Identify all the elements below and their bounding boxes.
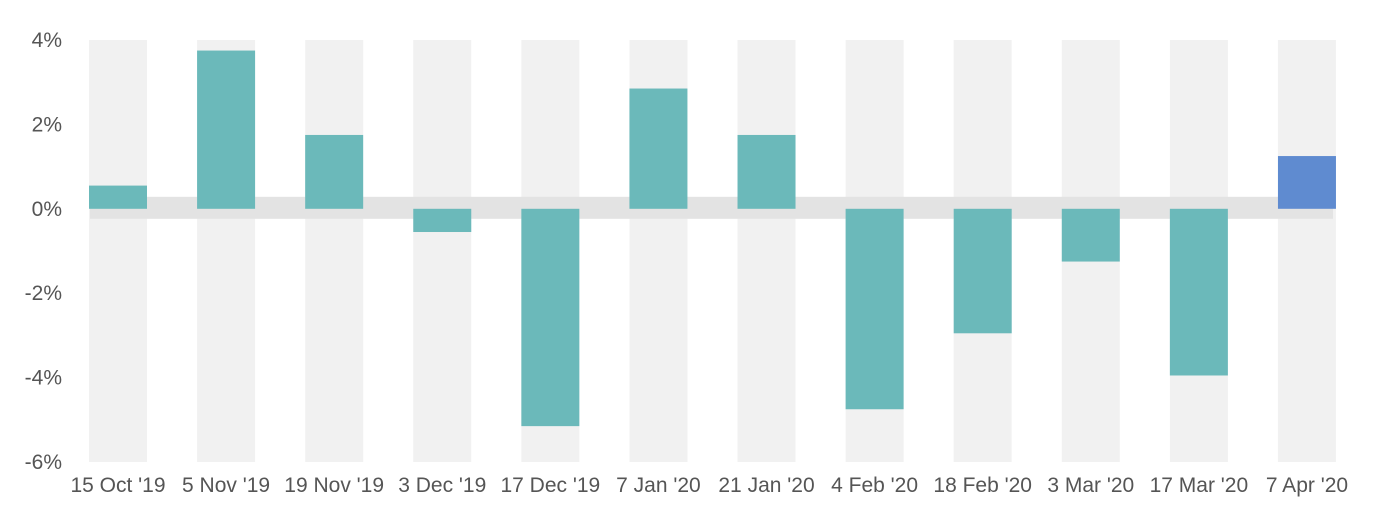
- x-tick-label: 17 Dec '19: [500, 474, 600, 497]
- y-tick-label: -6%: [25, 451, 62, 474]
- x-axis: 15 Oct '19 5 Nov '19 19 Nov '19 3 Dec '19 17…: [70, 474, 1348, 497]
- bar: [953, 208, 1012, 334]
- bar: [1277, 156, 1336, 209]
- bar: [845, 208, 904, 410]
- y-tick-label: 2%: [32, 113, 62, 136]
- column-band: [305, 40, 364, 462]
- x-tick-label: 21 Jan '20: [718, 474, 814, 497]
- bar: [737, 134, 796, 209]
- y-tick-label: -4%: [25, 367, 62, 390]
- bar: [521, 208, 580, 427]
- x-tick-label: 3 Mar '20: [1047, 474, 1134, 497]
- column-band: [1277, 40, 1336, 462]
- bar: [197, 50, 256, 209]
- column-band: [413, 40, 472, 462]
- column-band: [737, 40, 796, 462]
- bar: [1061, 208, 1120, 262]
- x-tick-label: 19 Nov '19: [284, 474, 384, 497]
- zero-band: [90, 196, 1333, 219]
- x-tick-label: 7 Apr '20: [1266, 474, 1348, 497]
- x-tick-label: 5 Nov '19: [182, 474, 270, 497]
- y-tick-label: 0%: [32, 198, 62, 221]
- column-band: [89, 40, 147, 462]
- bar: [305, 134, 364, 209]
- y-tick-label: 4%: [32, 29, 62, 52]
- x-tick-label: 17 Mar '20: [1150, 474, 1249, 497]
- bar: [629, 88, 688, 209]
- bars: [89, 50, 1336, 427]
- bar: [413, 208, 472, 233]
- y-axis: -6% -4% -2% 0% 2% 4%: [25, 29, 62, 474]
- column-bands: [89, 40, 1336, 462]
- x-tick-label: 18 Feb '20: [933, 474, 1032, 497]
- x-tick-label: 15 Oct '19: [70, 474, 165, 497]
- y-tick-label: -2%: [25, 282, 62, 305]
- x-tick-label: 3 Dec '19: [398, 474, 486, 497]
- x-tick-label: 4 Feb '20: [831, 474, 918, 497]
- x-tick-label: 7 Jan '20: [616, 474, 701, 497]
- bar: [1169, 208, 1228, 376]
- bar: [89, 185, 147, 209]
